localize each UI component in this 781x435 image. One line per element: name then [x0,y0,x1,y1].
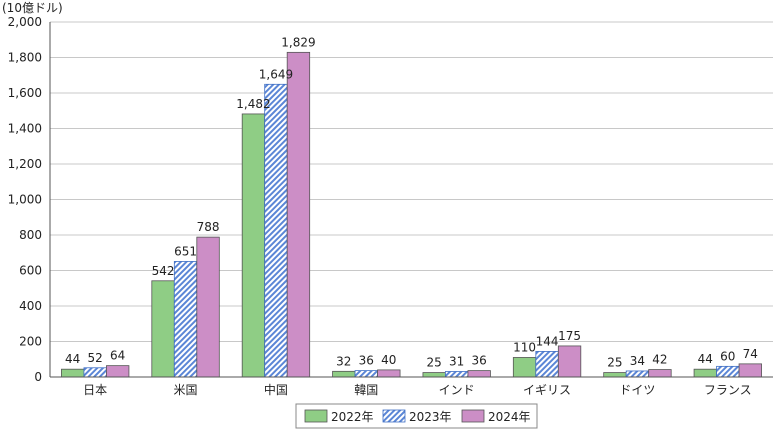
data-label: 60 [720,349,735,363]
y-tick-label: 600 [19,264,42,278]
data-label: 25 [427,356,442,370]
bar [173,261,198,378]
data-label: 144 [536,334,559,348]
bar [445,371,469,378]
data-label: 110 [513,340,536,354]
y-tick-label: 200 [19,335,42,349]
y-tick-label: 1,600 [8,86,42,100]
bar [603,372,627,378]
y-tick-label: 1,800 [8,51,42,65]
bar [512,357,537,378]
bar [106,365,130,378]
data-label: 1,482 [236,97,270,111]
y-tick-label: 1,400 [8,122,42,136]
y-axis: 0 200 400 600 800 1,000 1,200 1,400 1,600 1,800 2,… [8,15,51,384]
x-tick-label: ドイツ [619,383,655,397]
data-label: 34 [630,354,645,368]
data-label: 74 [743,347,758,361]
x-tick-label: フランス [704,383,752,397]
bar [557,345,582,378]
legend-label: 2023年 [409,410,452,424]
data-label: 36 [472,354,487,368]
x-tick-label: 米国 [174,383,198,397]
bar [738,363,762,378]
data-label: 32 [336,354,351,368]
x-tick-label: イギリス [523,383,571,397]
bar [648,369,672,378]
y-tick-label: 400 [19,299,42,313]
bar [286,51,311,378]
data-label: 175 [558,329,581,343]
data-label: 788 [197,220,220,234]
bar [467,370,491,378]
bar [716,365,740,378]
legend-box [295,403,538,429]
bar [332,370,356,378]
data-label: 36 [359,354,374,368]
bar [535,351,559,378]
legend-swatch [461,409,485,423]
y-tick-label: 1,200 [8,157,42,171]
x-axis: 日本 米国 中国 韓国 インド イギリス ドイツ フランス [50,376,773,397]
bar [625,370,650,378]
x-tick-label: インド [439,383,475,397]
y-tick-label: 0 [34,370,42,384]
data-label: 44 [65,352,80,366]
legend-label: 2024年 [488,410,531,424]
bar [83,367,107,378]
data-label: 40 [381,353,396,367]
bar [354,370,378,378]
data-label: 1,829 [281,35,315,49]
data-label: 31 [449,354,464,368]
x-tick-label: 日本 [83,383,107,397]
bar [693,368,717,378]
x-tick-label: 中国 [264,382,288,397]
legend: 2022年 2023年 2024年 [295,403,538,429]
bars [61,51,762,378]
unit-label: (10億ドル) [2,1,63,15]
x-tick-label: 韓国 [354,383,378,397]
bar [61,368,85,378]
y-tick-label: 800 [19,228,42,242]
bar [151,280,175,378]
data-label: 64 [110,349,125,363]
legend-swatch [382,409,406,423]
data-label: 52 [88,351,103,365]
data-label: 42 [652,353,667,367]
data-label: 25 [607,356,622,370]
y-tick-label: 2,000 [8,15,42,29]
bar [196,236,220,378]
bar [241,113,266,378]
data-label: 44 [698,352,713,366]
bar [422,372,446,378]
data-label: 651 [174,244,197,258]
legend-swatch [304,409,328,423]
bar [377,369,401,378]
legend-label: 2022年 [331,410,374,424]
bar [264,83,288,378]
data-label: 1,649 [259,67,293,81]
y-tick-label: 1,000 [8,193,42,207]
data-label: 542 [152,264,175,278]
